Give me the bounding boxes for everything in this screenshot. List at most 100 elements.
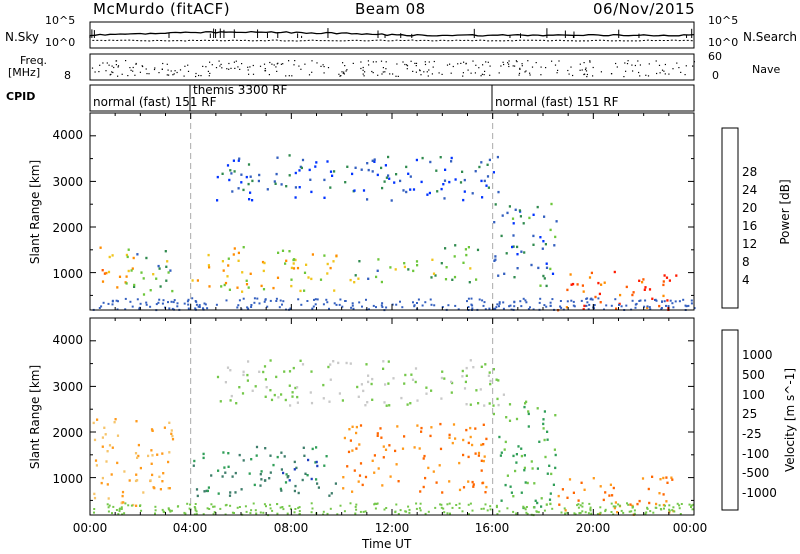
- vel-cell: [658, 492, 661, 495]
- pow-ground-cell: [339, 298, 342, 301]
- pow-cell: [539, 236, 542, 239]
- vel-cell: [334, 482, 337, 485]
- vel-cell: [523, 454, 526, 457]
- freq-point: [446, 64, 449, 66]
- pow-ground-cell: [275, 297, 278, 300]
- vel-cell: [536, 407, 539, 410]
- nsearch-label: N.Search: [743, 30, 798, 44]
- vel-cell: [149, 479, 152, 482]
- vel-cell: [330, 492, 333, 495]
- freq-point: [693, 61, 695, 63]
- vel-cell: [260, 478, 263, 481]
- vel-cell: [439, 422, 442, 426]
- vel-cell: [367, 380, 370, 384]
- vel-cell: [170, 432, 173, 435]
- vel-cell: [293, 460, 296, 464]
- vel-ground-cell: [108, 504, 111, 507]
- freq-point: [230, 67, 232, 69]
- vel-ground-cell: [458, 507, 461, 509]
- vel-cell: [121, 490, 125, 494]
- vel-cell: [337, 361, 340, 365]
- pow-ground-cell: [590, 297, 593, 300]
- vel-cell: [269, 389, 272, 392]
- pow-cell: [319, 278, 323, 281]
- pow-cell: [221, 172, 224, 175]
- vel-ground-cell: [236, 506, 239, 509]
- pow-cell: [641, 281, 644, 284]
- pow-cell: [229, 169, 232, 172]
- pow-cell: [323, 196, 326, 199]
- vel-ground-cell: [633, 509, 636, 512]
- pow-cell: [493, 259, 496, 262]
- vel-ground-cell: [690, 504, 693, 507]
- vel-cell: [101, 476, 104, 480]
- pow-ground-cell: [115, 299, 118, 302]
- freq-point: [94, 71, 96, 73]
- pow-ground-cell: [586, 297, 589, 300]
- vel-cell: [508, 403, 512, 406]
- vel-ground-cell: [120, 506, 123, 509]
- freq-point: [323, 72, 325, 74]
- vel-cell: [598, 512, 601, 516]
- freq-point: [176, 71, 178, 74]
- vel-ground-cell: [107, 506, 110, 509]
- vel-ground-cell: [276, 503, 279, 506]
- vel-cell: [406, 403, 409, 406]
- vel-cell: [93, 496, 97, 500]
- power-cb-16: 16: [742, 219, 758, 233]
- vel-ground-cell: [652, 511, 655, 514]
- pow-cell: [486, 175, 490, 178]
- vel-cell: [583, 488, 586, 491]
- pow-cell: [236, 286, 239, 289]
- freq-point: [200, 75, 202, 77]
- pow-cell: [426, 193, 429, 196]
- pow-ground-cell: [529, 306, 531, 309]
- vel-cell: [636, 502, 639, 506]
- pow-ground-cell: [663, 300, 666, 303]
- vel-ground-cell: [163, 511, 166, 514]
- pow-ground-cell: [138, 306, 141, 309]
- vel-cell: [469, 426, 472, 430]
- vel-cell: [485, 485, 488, 489]
- vel-cell: [662, 503, 665, 507]
- freq-point: [275, 66, 277, 68]
- pow-cell: [519, 215, 522, 218]
- freq-point: [540, 74, 542, 76]
- vel-cell: [291, 395, 294, 398]
- pow-cell: [274, 182, 277, 185]
- vel-ground-cell: [213, 511, 216, 514]
- vel-ground-cell: [376, 502, 379, 505]
- vel-cell: [504, 440, 507, 444]
- vel-cell: [228, 494, 232, 497]
- freq-point: [264, 68, 266, 70]
- pow-cell: [367, 277, 370, 280]
- vel-cell: [311, 447, 314, 451]
- pow-ground-cell: [247, 307, 250, 310]
- freq-point: [170, 70, 172, 72]
- pow-ground-cell: [197, 305, 200, 308]
- freq-point: [228, 62, 230, 65]
- power-ytick-3000: 3000: [52, 175, 83, 189]
- vel-ground-cell: [649, 510, 652, 513]
- vel-ground-cell: [576, 504, 579, 507]
- vel-cell: [530, 460, 533, 463]
- pow-ground-cell: [365, 298, 367, 301]
- vel-cell: [477, 451, 481, 455]
- freq-point: [252, 73, 255, 75]
- pow-cell: [216, 175, 219, 179]
- vel-cell: [495, 378, 498, 381]
- pow-ground-cell: [187, 303, 190, 306]
- pow-cell: [444, 247, 447, 250]
- pow-cell: [354, 274, 357, 277]
- pow-cell: [444, 168, 447, 171]
- pow-cell: [232, 159, 235, 162]
- vel-cell: [373, 471, 376, 474]
- freq-point: [676, 62, 678, 64]
- pow-cell: [288, 174, 291, 177]
- vel-cell: [299, 359, 302, 362]
- vel-cell: [297, 491, 300, 495]
- vel-cell: [469, 359, 472, 362]
- vel-cell: [116, 461, 119, 465]
- freq-point: [115, 60, 118, 62]
- vel-cell: [498, 435, 501, 439]
